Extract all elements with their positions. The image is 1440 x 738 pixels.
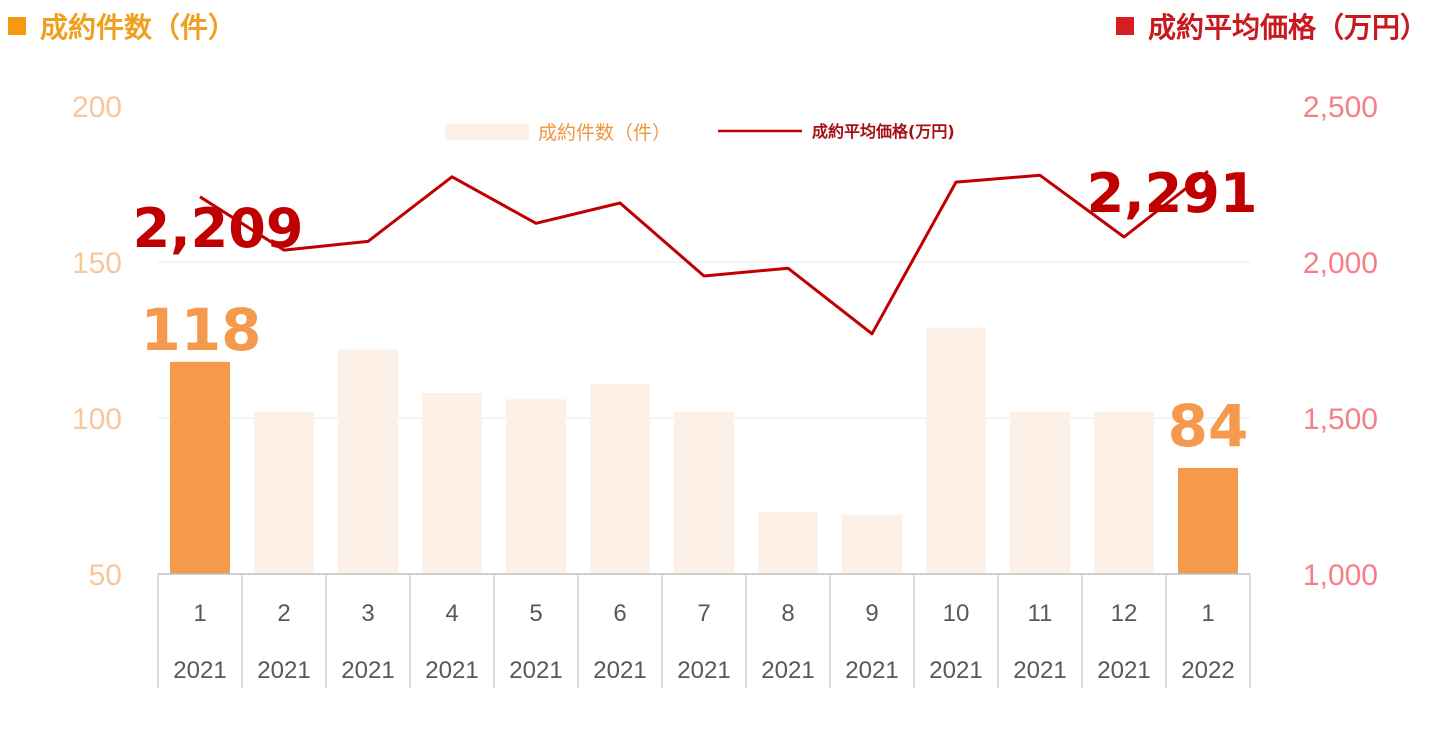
x-tick-month: 3 [361, 600, 374, 627]
x-tick-year: 2021 [593, 657, 646, 684]
bar [1010, 411, 1070, 574]
x-tick-month: 11 [1028, 600, 1053, 627]
right-axis-title: 成約平均価格（万円） [1115, 6, 1428, 46]
left-tick-label: 200 [72, 91, 122, 124]
x-tick-year: 2021 [845, 657, 898, 684]
x-tick-month: 4 [445, 600, 458, 627]
left-tick-label: 150 [72, 247, 122, 280]
x-tick-month: 6 [613, 600, 626, 627]
orange-square-icon [8, 17, 26, 35]
line-series [199, 170, 1209, 336]
x-tick-month: 12 [1111, 600, 1138, 627]
annotations: 2,209 2,291 118 84 [133, 162, 1258, 460]
bar [758, 511, 818, 574]
x-tick-month: 2 [277, 600, 290, 627]
right-tick-label: 2,500 [1303, 91, 1378, 124]
bar [842, 514, 902, 574]
bar [1094, 411, 1154, 574]
right-tick-label: 1,000 [1303, 559, 1378, 592]
x-tick-year: 2021 [509, 657, 562, 684]
x-tick-month: 9 [865, 600, 878, 627]
x-tick-year: 2021 [677, 657, 730, 684]
line-label-last: 2,291 [1087, 162, 1258, 225]
x-tick-year: 2021 [761, 657, 814, 684]
bar-label-first: 118 [140, 296, 261, 364]
x-tick-month: 1 [1201, 600, 1214, 627]
x-tick-year: 2021 [425, 657, 478, 684]
legend-line-label: 成約平均価格(万円) [812, 122, 955, 141]
x-tick-year: 2021 [173, 657, 226, 684]
bar [170, 361, 230, 574]
legend-bar-swatch [445, 124, 529, 140]
x-tick-year: 2021 [257, 657, 310, 684]
right-tick-label: 1,500 [1303, 403, 1378, 436]
left-tick-label: 50 [89, 559, 122, 592]
bar [1178, 467, 1238, 574]
bar [926, 327, 986, 574]
right-axis: 1,000 1,500 2,000 2,500 [1303, 91, 1378, 592]
x-tick-year: 2021 [1097, 657, 1150, 684]
bar-series [170, 327, 1238, 574]
right-axis-title-text: 成約平均価格（万円） [1147, 11, 1428, 44]
bar [254, 411, 314, 574]
left-axis-title: 成約件数（件） [8, 6, 236, 46]
bar [674, 411, 734, 574]
x-tick-year: 2021 [341, 657, 394, 684]
gridlines [158, 261, 1250, 419]
x-tick-month: 1 [193, 600, 206, 627]
left-axis: 50 100 150 200 [72, 91, 122, 592]
x-tick-year: 2021 [929, 657, 982, 684]
left-axis-title-text: 成約件数（件） [40, 11, 237, 44]
bar [338, 349, 398, 574]
x-tick-year: 2022 [1181, 657, 1234, 684]
x-axis: 1 2021 2 2021 3 2021 4 2021 5 2021 6 2021 7 2021 8 2021… [157, 573, 1251, 688]
bar [422, 393, 482, 574]
legend-bar-label: 成約件数（件） [538, 122, 671, 144]
x-tick-year: 2021 [1013, 657, 1066, 684]
x-tick-month: 10 [943, 600, 970, 627]
red-square-icon [1115, 17, 1134, 35]
x-tick-month: 8 [781, 600, 794, 627]
bar-label-last: 84 [1168, 392, 1249, 460]
x-tick-month: 5 [529, 600, 542, 627]
left-tick-label: 100 [72, 403, 122, 436]
bar [506, 399, 566, 574]
bar [590, 383, 650, 574]
legend: 成約件数（件） 成約平均価格(万円) [445, 122, 955, 144]
line-label-first: 2,209 [133, 197, 304, 260]
price-line [199, 170, 1209, 336]
right-tick-label: 2,000 [1303, 247, 1378, 280]
x-tick-month: 7 [697, 600, 710, 627]
